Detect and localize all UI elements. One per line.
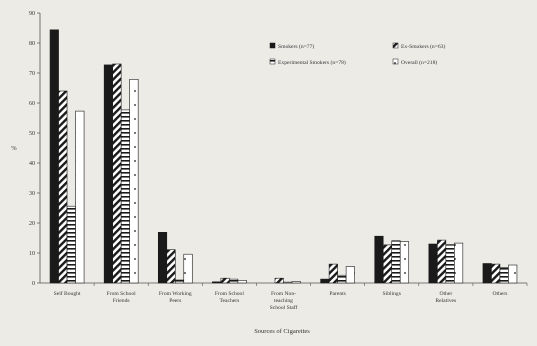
bar: [166, 249, 176, 284]
x-tick-label: Parents: [329, 291, 345, 297]
x-tick-label: Others: [492, 291, 507, 297]
y-axis-title: %: [11, 145, 17, 152]
x-tick-label: Self Bought: [54, 290, 81, 297]
legend-label: Ex-Smokers (n=63): [401, 43, 445, 50]
y-tick-label: 40: [29, 161, 35, 167]
bar: [120, 109, 130, 284]
legend: Smokers (n=77) Ex-Smokers (n=63) Experimen…: [269, 42, 445, 66]
bar: [374, 235, 384, 284]
bar: [237, 279, 247, 284]
bar: [291, 281, 301, 284]
bar: [66, 205, 76, 284]
bar: [499, 267, 509, 284]
y-tick-label: 50: [29, 131, 35, 137]
bar: [337, 274, 347, 284]
legend-swatch: [269, 58, 276, 65]
x-tick-label: From Working Peers: [159, 291, 192, 304]
bar: [58, 90, 68, 284]
bar: [445, 244, 455, 284]
bar: [49, 29, 59, 284]
bar: [129, 79, 139, 284]
legend-label: Smokers (n=77): [278, 43, 314, 50]
legend-swatch: [392, 42, 399, 49]
legend-label: Overall (n=218): [401, 59, 437, 66]
bar: [283, 281, 293, 284]
y-tick-label: 80: [29, 41, 35, 47]
bar: [220, 277, 230, 284]
legend-label: Experimental Smokers (n=78): [278, 59, 346, 66]
bar: [112, 63, 122, 284]
bar: [508, 264, 518, 284]
bar: [382, 244, 393, 284]
bar: [391, 240, 401, 284]
bar: [437, 239, 447, 284]
bar: [482, 263, 492, 284]
bar: [454, 242, 464, 284]
legend-swatch: [269, 42, 276, 49]
bar: [212, 281, 222, 284]
x-tick-label: From Non-teaching School Staff: [270, 291, 298, 311]
bar: [428, 243, 438, 284]
bar: [183, 253, 193, 284]
bar: [157, 232, 168, 284]
x-tick-label: From School Teachers: [215, 291, 245, 304]
y-tick-label: 30: [29, 191, 35, 197]
bar: [491, 263, 501, 284]
y-tick-label: 90: [29, 11, 35, 17]
bar: [328, 263, 338, 284]
y-tick-label: 10: [29, 251, 35, 257]
bar: [274, 277, 284, 284]
bar: [320, 278, 330, 284]
legend-swatch: [392, 58, 399, 65]
y-tick-label: 0: [32, 281, 35, 287]
x-tick-label: From School Friends: [107, 291, 137, 304]
x-tick-label: Other Relatives: [435, 291, 456, 304]
x-axis-title: Sources of Cigarettes: [254, 328, 310, 335]
y-tick-label: 70: [29, 71, 35, 77]
y-tick-label: 20: [29, 221, 35, 227]
bar: [75, 110, 85, 284]
bar: [174, 279, 185, 284]
plot-area: 0 10 20 30 40 50 60 70 80 90 Self Bought From Schoo…: [29, 11, 528, 311]
bar: [229, 278, 239, 284]
bar: [399, 241, 410, 284]
x-tick-label: Siblings: [383, 291, 401, 297]
bar: [103, 64, 113, 284]
bar: [345, 266, 355, 284]
y-tick-label: 60: [29, 101, 35, 107]
